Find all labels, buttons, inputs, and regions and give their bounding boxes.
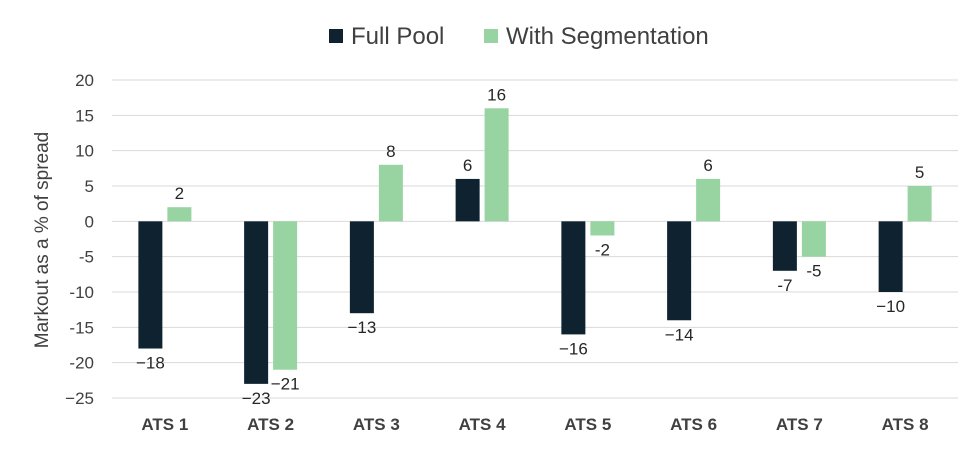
y-tick-label: 20 xyxy=(75,71,94,90)
y-tick-label: 10 xyxy=(75,142,94,161)
y-tick-label: 5 xyxy=(85,177,94,196)
bar-with-segmentation xyxy=(167,207,192,222)
data-label-with-segmentation: -5 xyxy=(806,262,821,281)
bar-full-pool xyxy=(349,221,374,314)
bar-with-segmentation xyxy=(907,186,932,222)
legend-label-full-pool: Full Pool xyxy=(351,23,444,50)
bar-full-pool xyxy=(667,221,692,321)
data-label-with-segmentation: 8 xyxy=(386,142,395,161)
data-label-with-segmentation: −21 xyxy=(271,375,300,394)
bar-with-segmentation xyxy=(273,221,298,370)
bars xyxy=(138,108,932,384)
data-label-full-pool: 6 xyxy=(463,156,472,175)
y-axis-ticks: 20 15 10 5 0 -5 -10 -15 -20 −25 xyxy=(65,71,94,408)
x-category-label: ATS 5 xyxy=(564,415,611,434)
legend-label-with-segmentation: With Segmentation xyxy=(506,23,709,50)
bar-with-segmentation xyxy=(590,221,615,236)
data-label-full-pool: −10 xyxy=(876,297,905,316)
gridlines xyxy=(112,79,958,399)
data-label-full-pool: −18 xyxy=(136,354,165,373)
y-tick-label: -15 xyxy=(69,318,94,337)
y-tick-label: -10 xyxy=(69,283,94,302)
bar-with-segmentation xyxy=(696,178,721,222)
data-label-full-pool: -7 xyxy=(777,276,792,295)
bar-full-pool xyxy=(244,221,269,384)
x-category-label: ATS 3 xyxy=(353,415,400,434)
y-tick-label: -5 xyxy=(79,248,94,267)
bar-full-pool xyxy=(138,221,163,349)
x-category-label: ATS 6 xyxy=(670,415,717,434)
bar-full-pool xyxy=(561,221,586,335)
y-tick-label: 15 xyxy=(75,106,94,125)
data-label-full-pool: −13 xyxy=(347,318,376,337)
legend-swatch-full-pool xyxy=(329,29,343,43)
x-category-label: ATS 2 xyxy=(247,415,294,434)
bar-full-pool xyxy=(878,221,903,292)
y-axis-title: Markout as a % of spread xyxy=(32,132,53,349)
x-axis-ticks: ATS 1 ATS 2 ATS 3 ATS 4 ATS 5 ATS 6 ATS 7 ATS 8 xyxy=(141,415,928,434)
bar-full-pool xyxy=(455,178,480,222)
data-label-with-segmentation: 16 xyxy=(487,85,506,104)
bar-with-segmentation xyxy=(378,164,403,222)
x-category-label: ATS 8 xyxy=(882,415,929,434)
data-label-with-segmentation: -2 xyxy=(595,240,610,259)
data-label-full-pool: −16 xyxy=(559,339,588,358)
data-label-with-segmentation: 2 xyxy=(175,184,184,203)
bar-with-segmentation xyxy=(801,221,826,257)
y-tick-label: 0 xyxy=(85,212,94,231)
bar-with-segmentation xyxy=(484,108,509,222)
data-label-with-segmentation: 5 xyxy=(915,163,924,182)
x-category-label: ATS 1 xyxy=(141,415,188,434)
legend: Full Pool With Segmentation xyxy=(329,23,709,50)
x-category-label: ATS 7 xyxy=(776,415,823,434)
legend-swatch-with-segmentation xyxy=(484,29,498,43)
data-labels: −18 2 −23−21 −13 8 6 16 −16 -2 −14 6 -7 -5 −10 5 xyxy=(136,85,924,408)
y-tick-label: −25 xyxy=(65,389,94,408)
data-label-full-pool: −23 xyxy=(242,389,271,408)
x-category-label: ATS 4 xyxy=(459,415,506,434)
bar-full-pool xyxy=(772,221,797,271)
y-tick-label: -20 xyxy=(69,354,94,373)
data-label-with-segmentation: 6 xyxy=(703,156,712,175)
data-label-full-pool: −14 xyxy=(665,325,694,344)
